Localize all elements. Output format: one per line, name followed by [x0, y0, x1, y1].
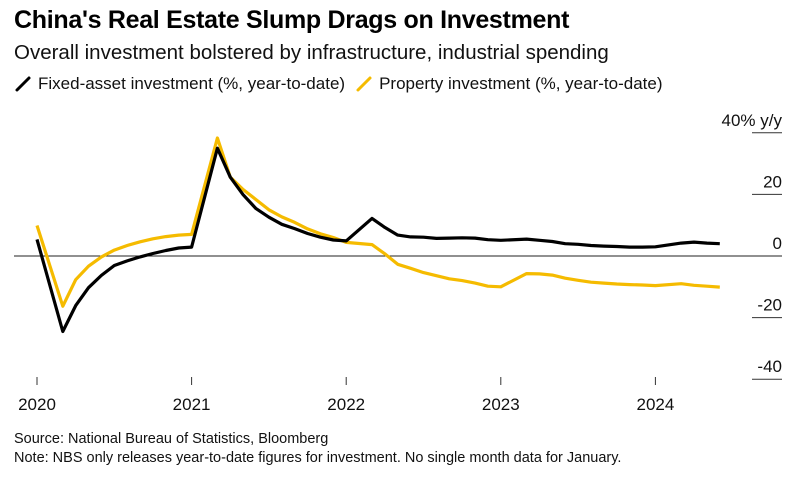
footnote: Note: NBS only releases year-to-date fig…: [14, 450, 622, 466]
chart-title: China's Real Estate Slump Drags on Inves…: [14, 6, 570, 34]
legend-item-fixed-asset: Fixed-asset investment (%, year-to-date): [14, 74, 345, 94]
series-line-fixed-asset: [35, 146, 720, 334]
legend-item-property: Property investment (%, year-to-date): [355, 74, 663, 94]
x-tick-label: 2022: [327, 395, 365, 414]
x-tick-label: 2020: [18, 395, 56, 414]
legend-label-fixed-asset: Fixed-asset investment (%, year-to-date): [38, 74, 346, 93]
x-tick-label: 2023: [482, 395, 520, 414]
x-tick-label: 2021: [173, 395, 211, 414]
source-note: Source: National Bureau of Statistics, B…: [14, 431, 329, 447]
y-tick-label: -40: [757, 357, 782, 376]
series-line-property: [35, 136, 720, 308]
y-tick-label: -20: [757, 296, 782, 315]
chart-subtitle: Overall investment bolstered by infrastr…: [14, 41, 609, 64]
y-tick-label: 0: [773, 234, 782, 253]
legend: Fixed-asset investment (%, year-to-date)…: [14, 74, 673, 94]
legend-swatch-property: [356, 76, 372, 92]
y-tick-label: 20: [763, 172, 782, 191]
y-tick-label: 40% y/y: [722, 111, 783, 130]
legend-swatch-fixed-asset: [15, 76, 31, 92]
legend-label-property: Property investment (%, year-to-date): [379, 74, 663, 93]
x-tick-label: 2024: [636, 395, 674, 414]
